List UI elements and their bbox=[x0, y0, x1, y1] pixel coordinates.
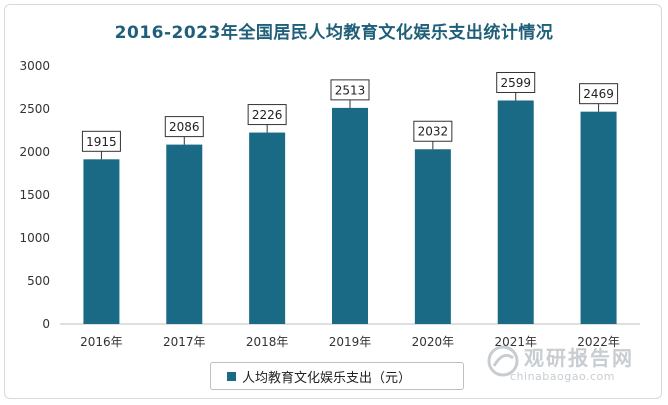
bar bbox=[166, 144, 203, 324]
bar bbox=[83, 159, 120, 324]
y-tick-label: 1500 bbox=[19, 188, 50, 202]
legend: 人均教育文化娱乐支出（元） bbox=[210, 362, 464, 390]
y-tick-label: 3000 bbox=[19, 59, 50, 73]
data-label: 1915 bbox=[86, 135, 117, 149]
bar bbox=[249, 132, 286, 324]
x-tick-label: 2019年 bbox=[329, 335, 372, 349]
data-label: 2226 bbox=[252, 108, 283, 122]
x-tick-label: 2021年 bbox=[494, 335, 537, 349]
y-tick-label: 500 bbox=[27, 274, 50, 288]
bar bbox=[497, 100, 534, 325]
x-tick-label: 2022年 bbox=[577, 335, 620, 349]
y-tick-label: 2000 bbox=[19, 145, 50, 159]
watermark-text-en: chinabaogao.com bbox=[510, 370, 615, 383]
bar bbox=[580, 111, 617, 324]
data-label: 2469 bbox=[583, 87, 614, 101]
data-label: 2599 bbox=[500, 76, 531, 90]
data-label: 2032 bbox=[418, 125, 449, 139]
legend-swatch bbox=[227, 371, 236, 381]
data-label: 2513 bbox=[335, 83, 366, 97]
bar bbox=[332, 107, 368, 324]
bar bbox=[414, 149, 451, 324]
watermark: 观研报告网 chinabaogao.com bbox=[486, 340, 656, 390]
watermark-logo-icon bbox=[487, 345, 519, 377]
x-tick-label: 2016年 bbox=[80, 335, 123, 349]
chart-title: 2016-2023年全国居民人均教育文化娱乐支出统计情况 bbox=[114, 23, 554, 43]
y-tick-label: 2500 bbox=[19, 102, 50, 116]
legend-label: 人均教育文化娱乐支出（元） bbox=[242, 370, 412, 386]
x-tick-label: 2020年 bbox=[412, 335, 455, 349]
x-tick-label: 2018年 bbox=[246, 335, 289, 349]
y-tick-label: 0 bbox=[42, 317, 50, 331]
x-tick-label: 2017年 bbox=[163, 335, 206, 349]
y-tick-label: 1000 bbox=[19, 231, 50, 245]
data-label: 2086 bbox=[169, 120, 200, 134]
watermark-text-cn: 观研报告网 bbox=[524, 346, 634, 370]
